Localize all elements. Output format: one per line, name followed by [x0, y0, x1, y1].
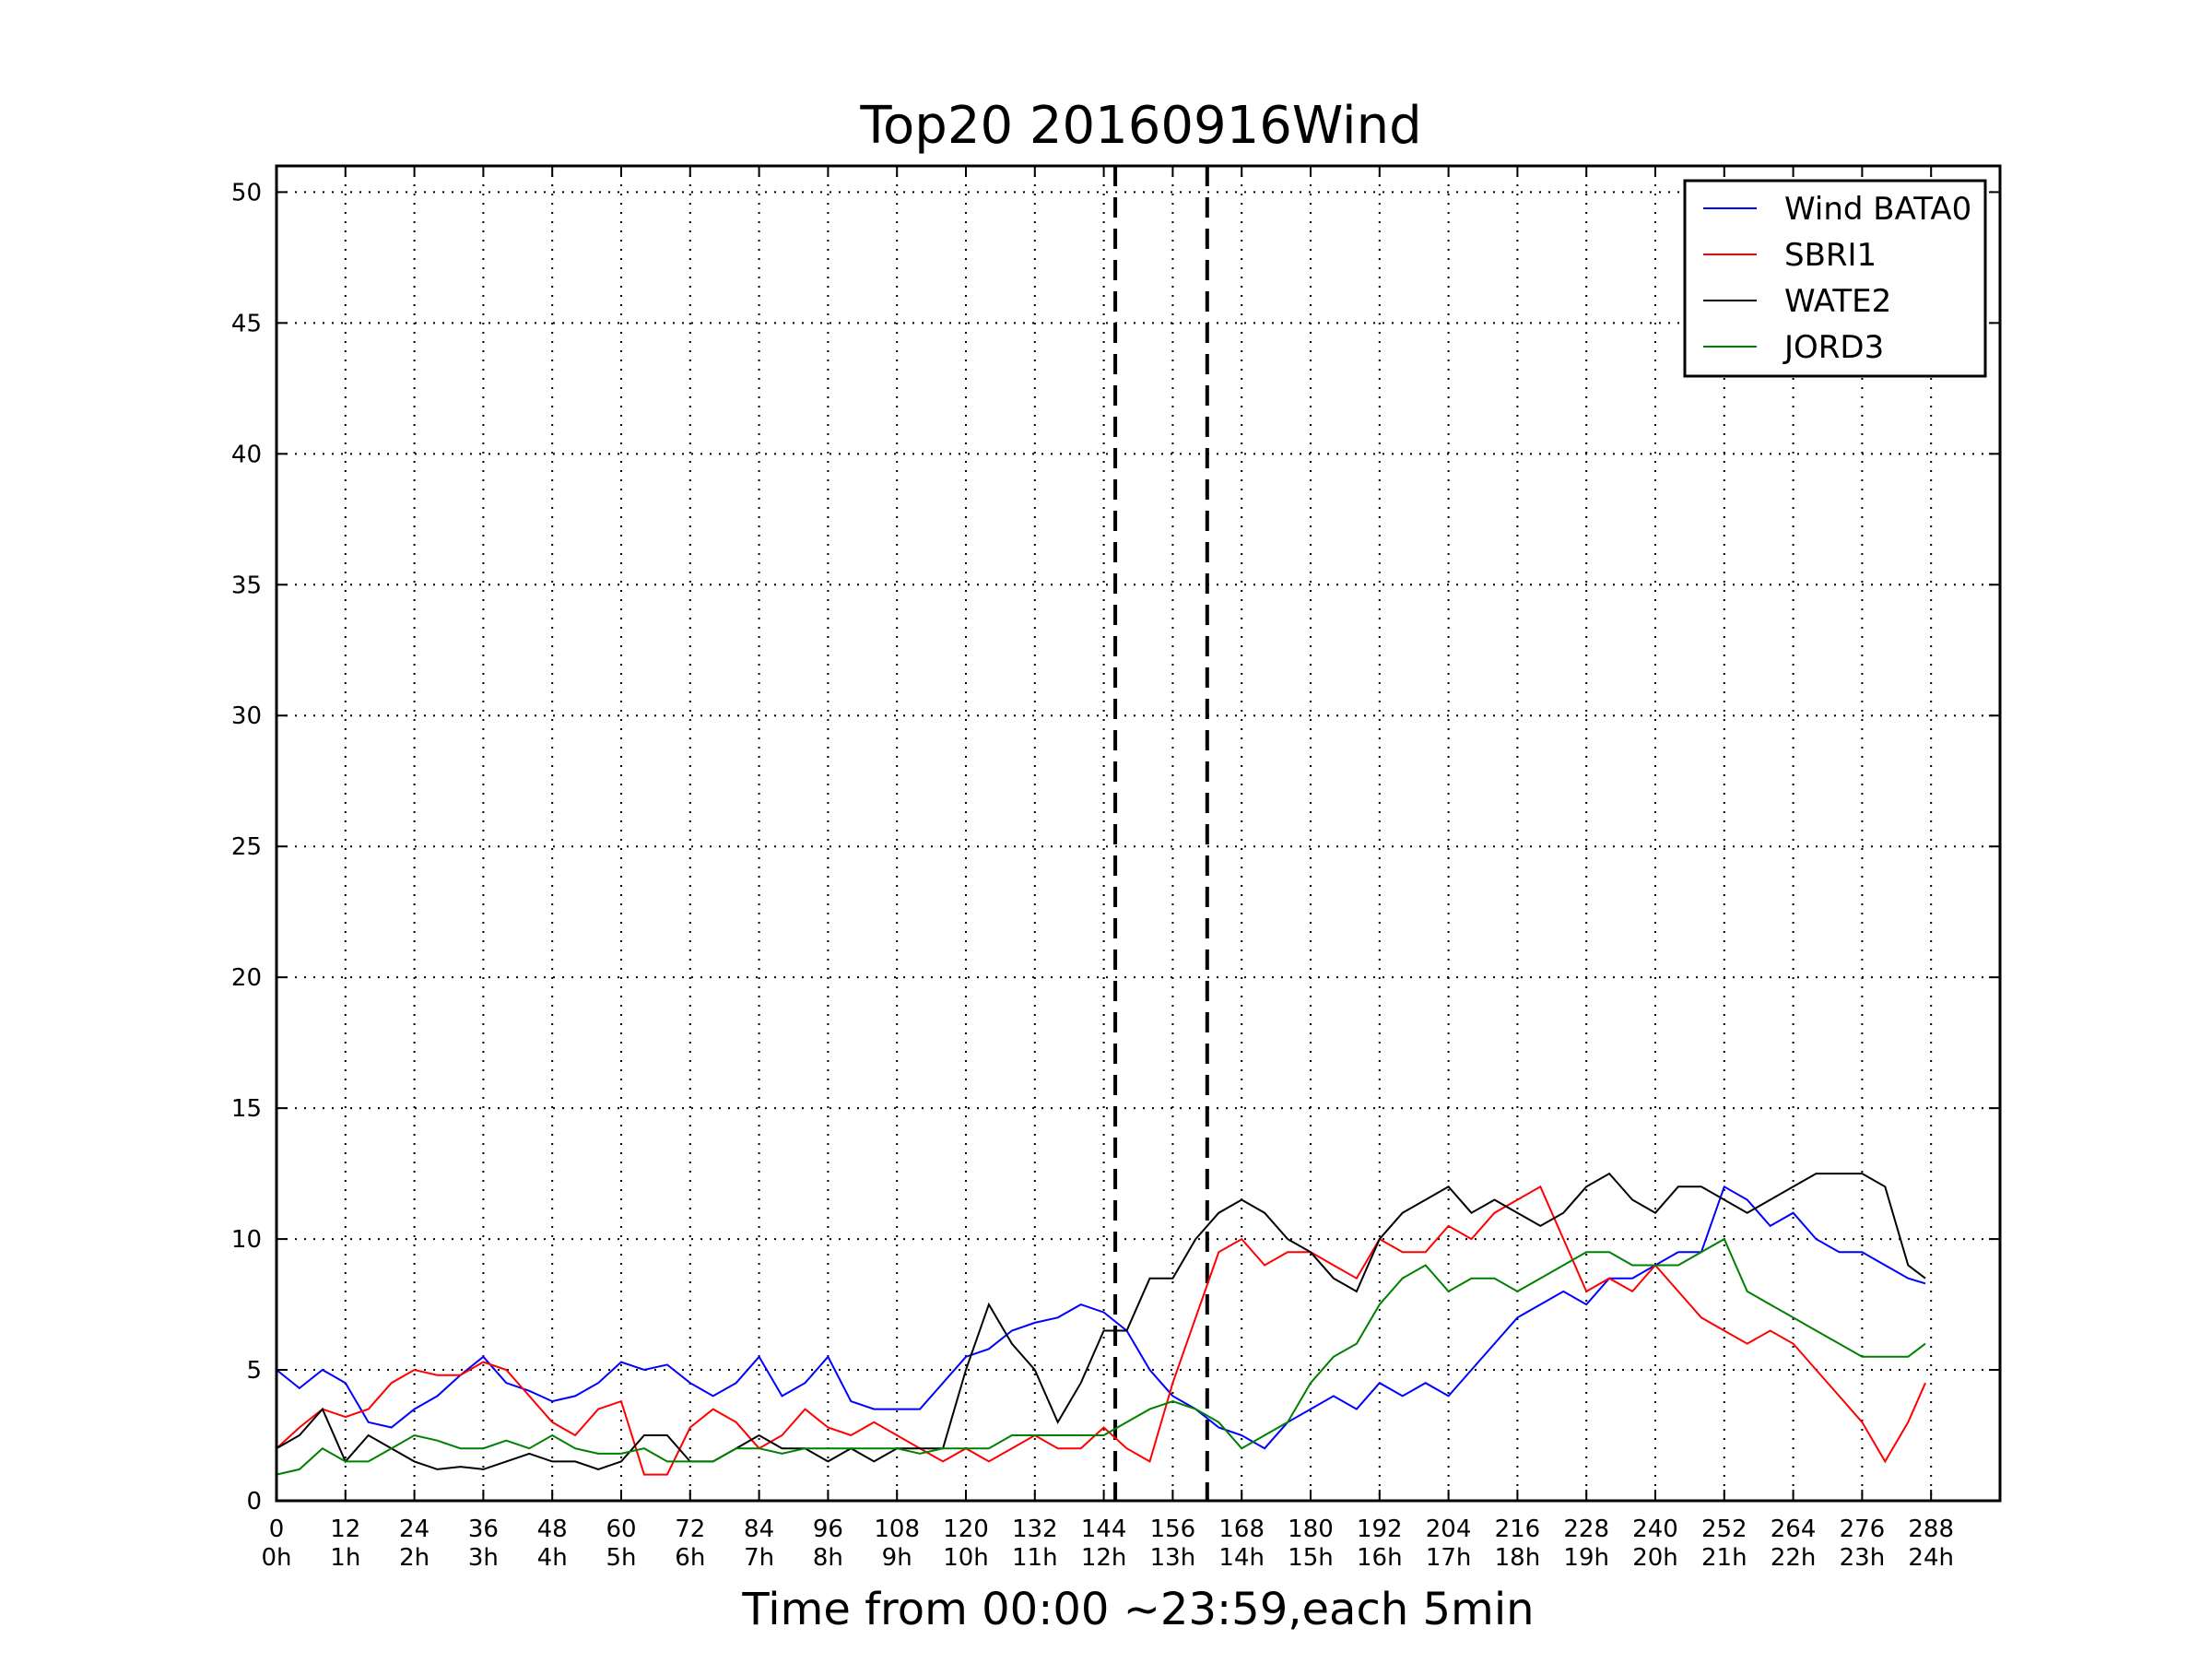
x-tick-sublabel: 14h [1218, 1544, 1265, 1572]
x-tick-label: 276 [1840, 1516, 1886, 1543]
x-tick-label: 156 [1150, 1516, 1196, 1543]
x-tick-sublabel: 1h [330, 1544, 360, 1572]
x-tick-sublabel: 16h [1357, 1544, 1403, 1572]
plot-frame [275, 164, 2002, 1503]
x-tick-sublabel: 9h [882, 1544, 912, 1572]
x-tick-label: 252 [1701, 1516, 1747, 1543]
y-tick-label: 0 [246, 1488, 262, 1516]
x-tick-label: 228 [1563, 1516, 1609, 1543]
x-tick-sublabel: 5h [606, 1544, 636, 1572]
x-tick-label: 168 [1218, 1516, 1265, 1543]
series-lines [276, 1172, 1926, 1476]
y-tick-label: 35 [231, 572, 262, 599]
x-tick-sublabel: 3h [468, 1544, 499, 1572]
x-tick-label: 60 [606, 1516, 636, 1543]
y-tick-label: 50 [231, 179, 262, 206]
x-tick-sublabel: 10h [943, 1544, 989, 1572]
x-tick-sublabel: 17h [1426, 1544, 1472, 1572]
x-tick-label: 120 [943, 1516, 989, 1543]
x-tick-sublabel: 6h [675, 1544, 705, 1572]
x-tick-sublabel: 19h [1563, 1544, 1609, 1572]
x-tick-label: 84 [744, 1516, 774, 1543]
x-tick-label: 12 [330, 1516, 360, 1543]
x-tick-sublabel: 15h [1288, 1544, 1334, 1572]
x-tick-label: 144 [1081, 1516, 1127, 1543]
x-tick-sublabel: 18h [1495, 1544, 1541, 1572]
y-tick-label: 25 [231, 833, 262, 861]
x-tick-sublabel: 23h [1840, 1544, 1886, 1572]
x-tick-sublabel: 22h [1771, 1544, 1817, 1572]
x-tick-label: 96 [813, 1516, 843, 1543]
series-line-jord3 [276, 1237, 1926, 1476]
y-tick-label: 20 [231, 964, 262, 992]
series-line-sbri1 [276, 1185, 1926, 1476]
legend-label: SBRI1 [1784, 237, 1877, 274]
legend-label: Wind BATA0 [1784, 191, 1971, 228]
x-tick-label: 204 [1426, 1516, 1472, 1543]
y-tick-label: 45 [231, 310, 262, 337]
legend-label: WATE2 [1784, 283, 1891, 320]
x-axis-label: Time from 00:00 ~23:59,each 5min [741, 1584, 1534, 1635]
x-tick-sublabel: 24h [1908, 1544, 1954, 1572]
y-tick-label: 40 [231, 441, 262, 468]
axis-ticks: 00h121h242h363h484h605h726h847h968h1089h… [231, 166, 2000, 1572]
x-tick-sublabel: 11h [1012, 1544, 1058, 1572]
series-line-wind-bata0 [276, 1185, 1926, 1450]
x-tick-sublabel: 7h [744, 1544, 774, 1572]
y-tick-label: 30 [231, 702, 262, 730]
legend-box [1683, 179, 1987, 378]
x-tick-label: 24 [399, 1516, 429, 1543]
x-tick-sublabel: 8h [813, 1544, 843, 1572]
legend-label: JORD3 [1783, 329, 1884, 366]
x-tick-label: 48 [537, 1516, 568, 1543]
legend: Wind BATA0 SBRI1 WATE2 JORD3 [1683, 179, 1987, 378]
x-tick-label: 264 [1771, 1516, 1817, 1543]
x-tick-sublabel: 21h [1701, 1544, 1747, 1572]
x-tick-label: 288 [1908, 1516, 1954, 1543]
x-tick-label: 72 [675, 1516, 705, 1543]
x-tick-label: 132 [1012, 1516, 1058, 1543]
y-tick-label: 15 [231, 1095, 262, 1123]
x-tick-sublabel: 2h [399, 1544, 429, 1572]
x-tick-label: 192 [1357, 1516, 1403, 1543]
x-tick-label: 240 [1632, 1516, 1678, 1543]
x-tick-label: 180 [1288, 1516, 1334, 1543]
x-tick-sublabel: 0h [261, 1544, 291, 1572]
x-tick-label: 36 [468, 1516, 499, 1543]
vertical-markers [1113, 166, 1209, 1501]
x-tick-label: 108 [874, 1516, 920, 1543]
x-tick-sublabel: 4h [537, 1544, 568, 1572]
x-tick-sublabel: 12h [1081, 1544, 1127, 1572]
x-tick-label: 0 [269, 1516, 285, 1543]
x-tick-sublabel: 20h [1632, 1544, 1678, 1572]
series-line-wate2 [276, 1172, 1926, 1470]
chart-title: Top20 20160916Wind [859, 96, 1421, 156]
x-tick-sublabel: 13h [1150, 1544, 1196, 1572]
y-tick-label: 5 [246, 1357, 262, 1385]
x-tick-label: 216 [1495, 1516, 1541, 1543]
y-tick-label: 10 [231, 1226, 262, 1254]
